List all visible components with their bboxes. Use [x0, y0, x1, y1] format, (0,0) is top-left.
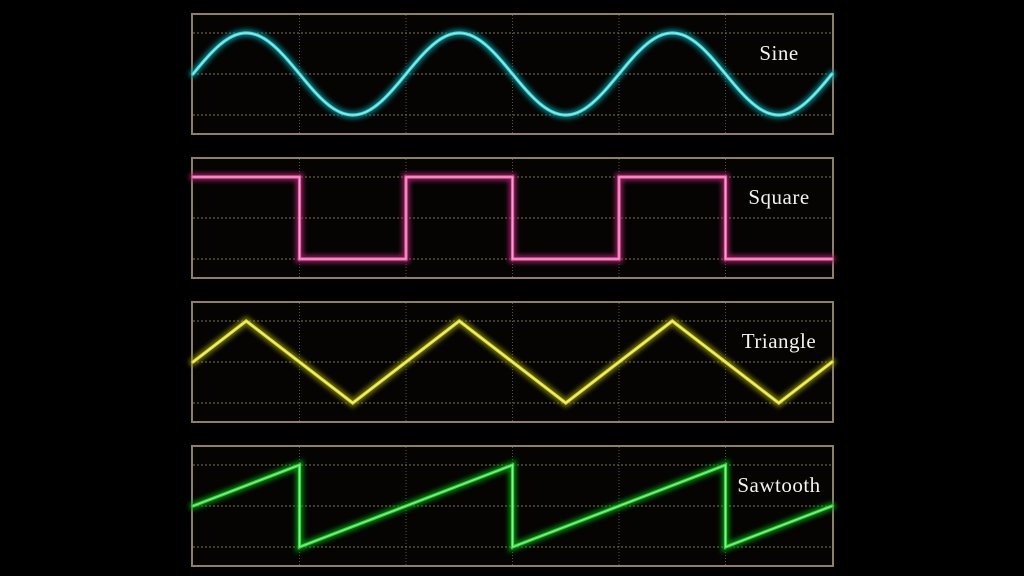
- triangle-waveform-plot: [189, 303, 836, 421]
- sawtooth-waveform-plot: [189, 447, 836, 565]
- square-panel: Square: [189, 157, 836, 279]
- sine-label: Sine: [759, 41, 799, 65]
- sawtooth-wave-highlight: [192, 464, 833, 548]
- triangle-label: Triangle: [741, 329, 817, 353]
- triangle-panel: Triangle: [189, 301, 836, 423]
- sawtooth-label: Sawtooth: [737, 473, 821, 497]
- triangle-wave-highlight: [192, 320, 833, 404]
- square-label: Square: [748, 185, 810, 209]
- sine-panel: Sine: [189, 13, 836, 135]
- square-waveform-plot: [189, 159, 836, 277]
- sine-waveform-plot: [189, 15, 836, 133]
- sine-wave-highlight: [192, 32, 833, 116]
- sawtooth-panel: Sawtooth: [189, 445, 836, 567]
- square-wave-highlight: [192, 176, 833, 260]
